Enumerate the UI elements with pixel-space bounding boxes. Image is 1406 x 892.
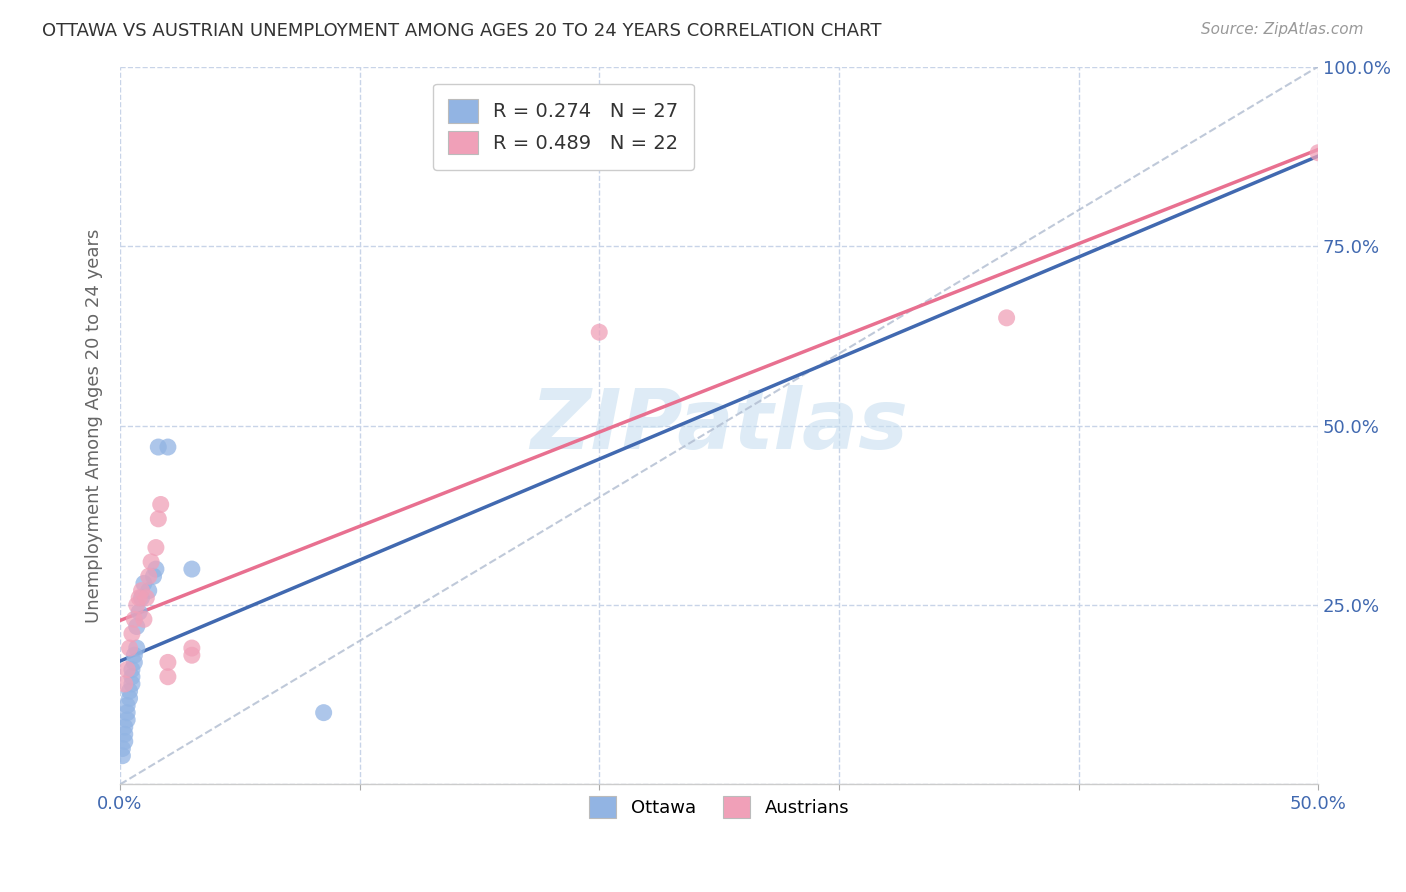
Point — [125, 598, 148, 612]
Point — [118, 641, 141, 656]
Point — [114, 727, 136, 741]
Point — [121, 663, 143, 677]
Point — [156, 440, 179, 454]
Point — [121, 626, 143, 640]
Point — [148, 440, 170, 454]
Point — [114, 677, 136, 691]
Point — [128, 605, 150, 619]
Point — [156, 656, 179, 670]
Point — [124, 648, 146, 663]
Point — [180, 648, 202, 663]
Text: OTTAWA VS AUSTRIAN UNEMPLOYMENT AMONG AGES 20 TO 24 YEARS CORRELATION CHART: OTTAWA VS AUSTRIAN UNEMPLOYMENT AMONG AG… — [42, 22, 882, 40]
Point — [156, 670, 179, 684]
Point — [115, 698, 138, 713]
Point — [131, 591, 153, 605]
Point — [149, 498, 172, 512]
Point — [121, 670, 143, 684]
Point — [125, 641, 148, 656]
Point — [588, 325, 610, 339]
Point — [132, 576, 155, 591]
Point — [148, 512, 170, 526]
Point — [145, 541, 167, 555]
Point — [995, 310, 1018, 325]
Point — [114, 734, 136, 748]
Point — [118, 684, 141, 698]
Text: Source: ZipAtlas.com: Source: ZipAtlas.com — [1201, 22, 1364, 37]
Text: ZIPatlas: ZIPatlas — [530, 385, 908, 466]
Point — [124, 656, 146, 670]
Point — [114, 720, 136, 734]
Point — [121, 677, 143, 691]
Point — [125, 619, 148, 633]
Point — [312, 706, 335, 720]
Point — [139, 555, 162, 569]
Point — [115, 663, 138, 677]
Point — [128, 591, 150, 605]
Point — [1308, 145, 1330, 160]
Point — [138, 569, 160, 583]
Point — [145, 562, 167, 576]
Y-axis label: Unemployment Among Ages 20 to 24 years: Unemployment Among Ages 20 to 24 years — [86, 228, 103, 623]
Point — [132, 612, 155, 626]
Point — [115, 706, 138, 720]
Point — [124, 612, 146, 626]
Legend: Ottawa, Austrians: Ottawa, Austrians — [582, 789, 856, 826]
Point — [135, 591, 157, 605]
Point — [142, 569, 165, 583]
Point — [131, 583, 153, 598]
Point — [111, 741, 134, 756]
Point — [115, 713, 138, 727]
Point — [180, 641, 202, 656]
Point — [111, 748, 134, 763]
Point — [180, 562, 202, 576]
Point — [118, 691, 141, 706]
Point — [138, 583, 160, 598]
